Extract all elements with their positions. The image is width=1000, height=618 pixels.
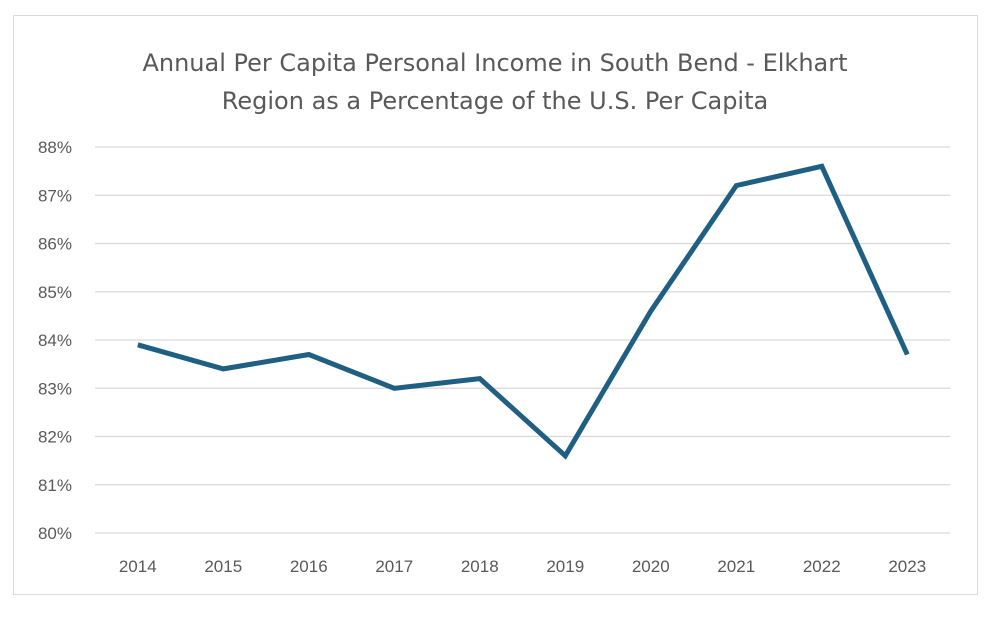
y-tick-label: 83% [38, 379, 72, 398]
x-tick-label: 2016 [290, 557, 328, 576]
chart-title: Annual Per Capita Personal Income in Sou… [0, 44, 990, 120]
x-tick-label: 2014 [119, 557, 157, 576]
x-tick-label: 2021 [717, 557, 755, 576]
series-line [137, 163, 910, 460]
x-tick-label: 2015 [204, 557, 242, 576]
chart-title-line-1: Annual Per Capita Personal Income in Sou… [142, 49, 848, 77]
x-tick-label: 2022 [803, 557, 841, 576]
x-tick-label: 2017 [375, 557, 413, 576]
y-tick-label: 85% [38, 283, 72, 302]
y-tick-label: 81% [38, 476, 72, 495]
x-tick-label: 2019 [546, 557, 584, 576]
x-tick-label: 2018 [461, 557, 499, 576]
chart-title-line-2: Region as a Percentage of the U.S. Per C… [221, 87, 769, 115]
x-tick-label: 2020 [632, 557, 670, 576]
y-tick-label: 82% [38, 428, 72, 447]
chart-frame [13, 15, 978, 595]
y-tick-label: 80% [38, 524, 72, 543]
y-tick-label: 87% [38, 186, 72, 205]
y-tick-label: 86% [38, 235, 72, 254]
x-tick-label: 2023 [888, 557, 926, 576]
y-tick-label: 84% [38, 331, 72, 350]
y-tick-label: 88% [38, 138, 72, 157]
